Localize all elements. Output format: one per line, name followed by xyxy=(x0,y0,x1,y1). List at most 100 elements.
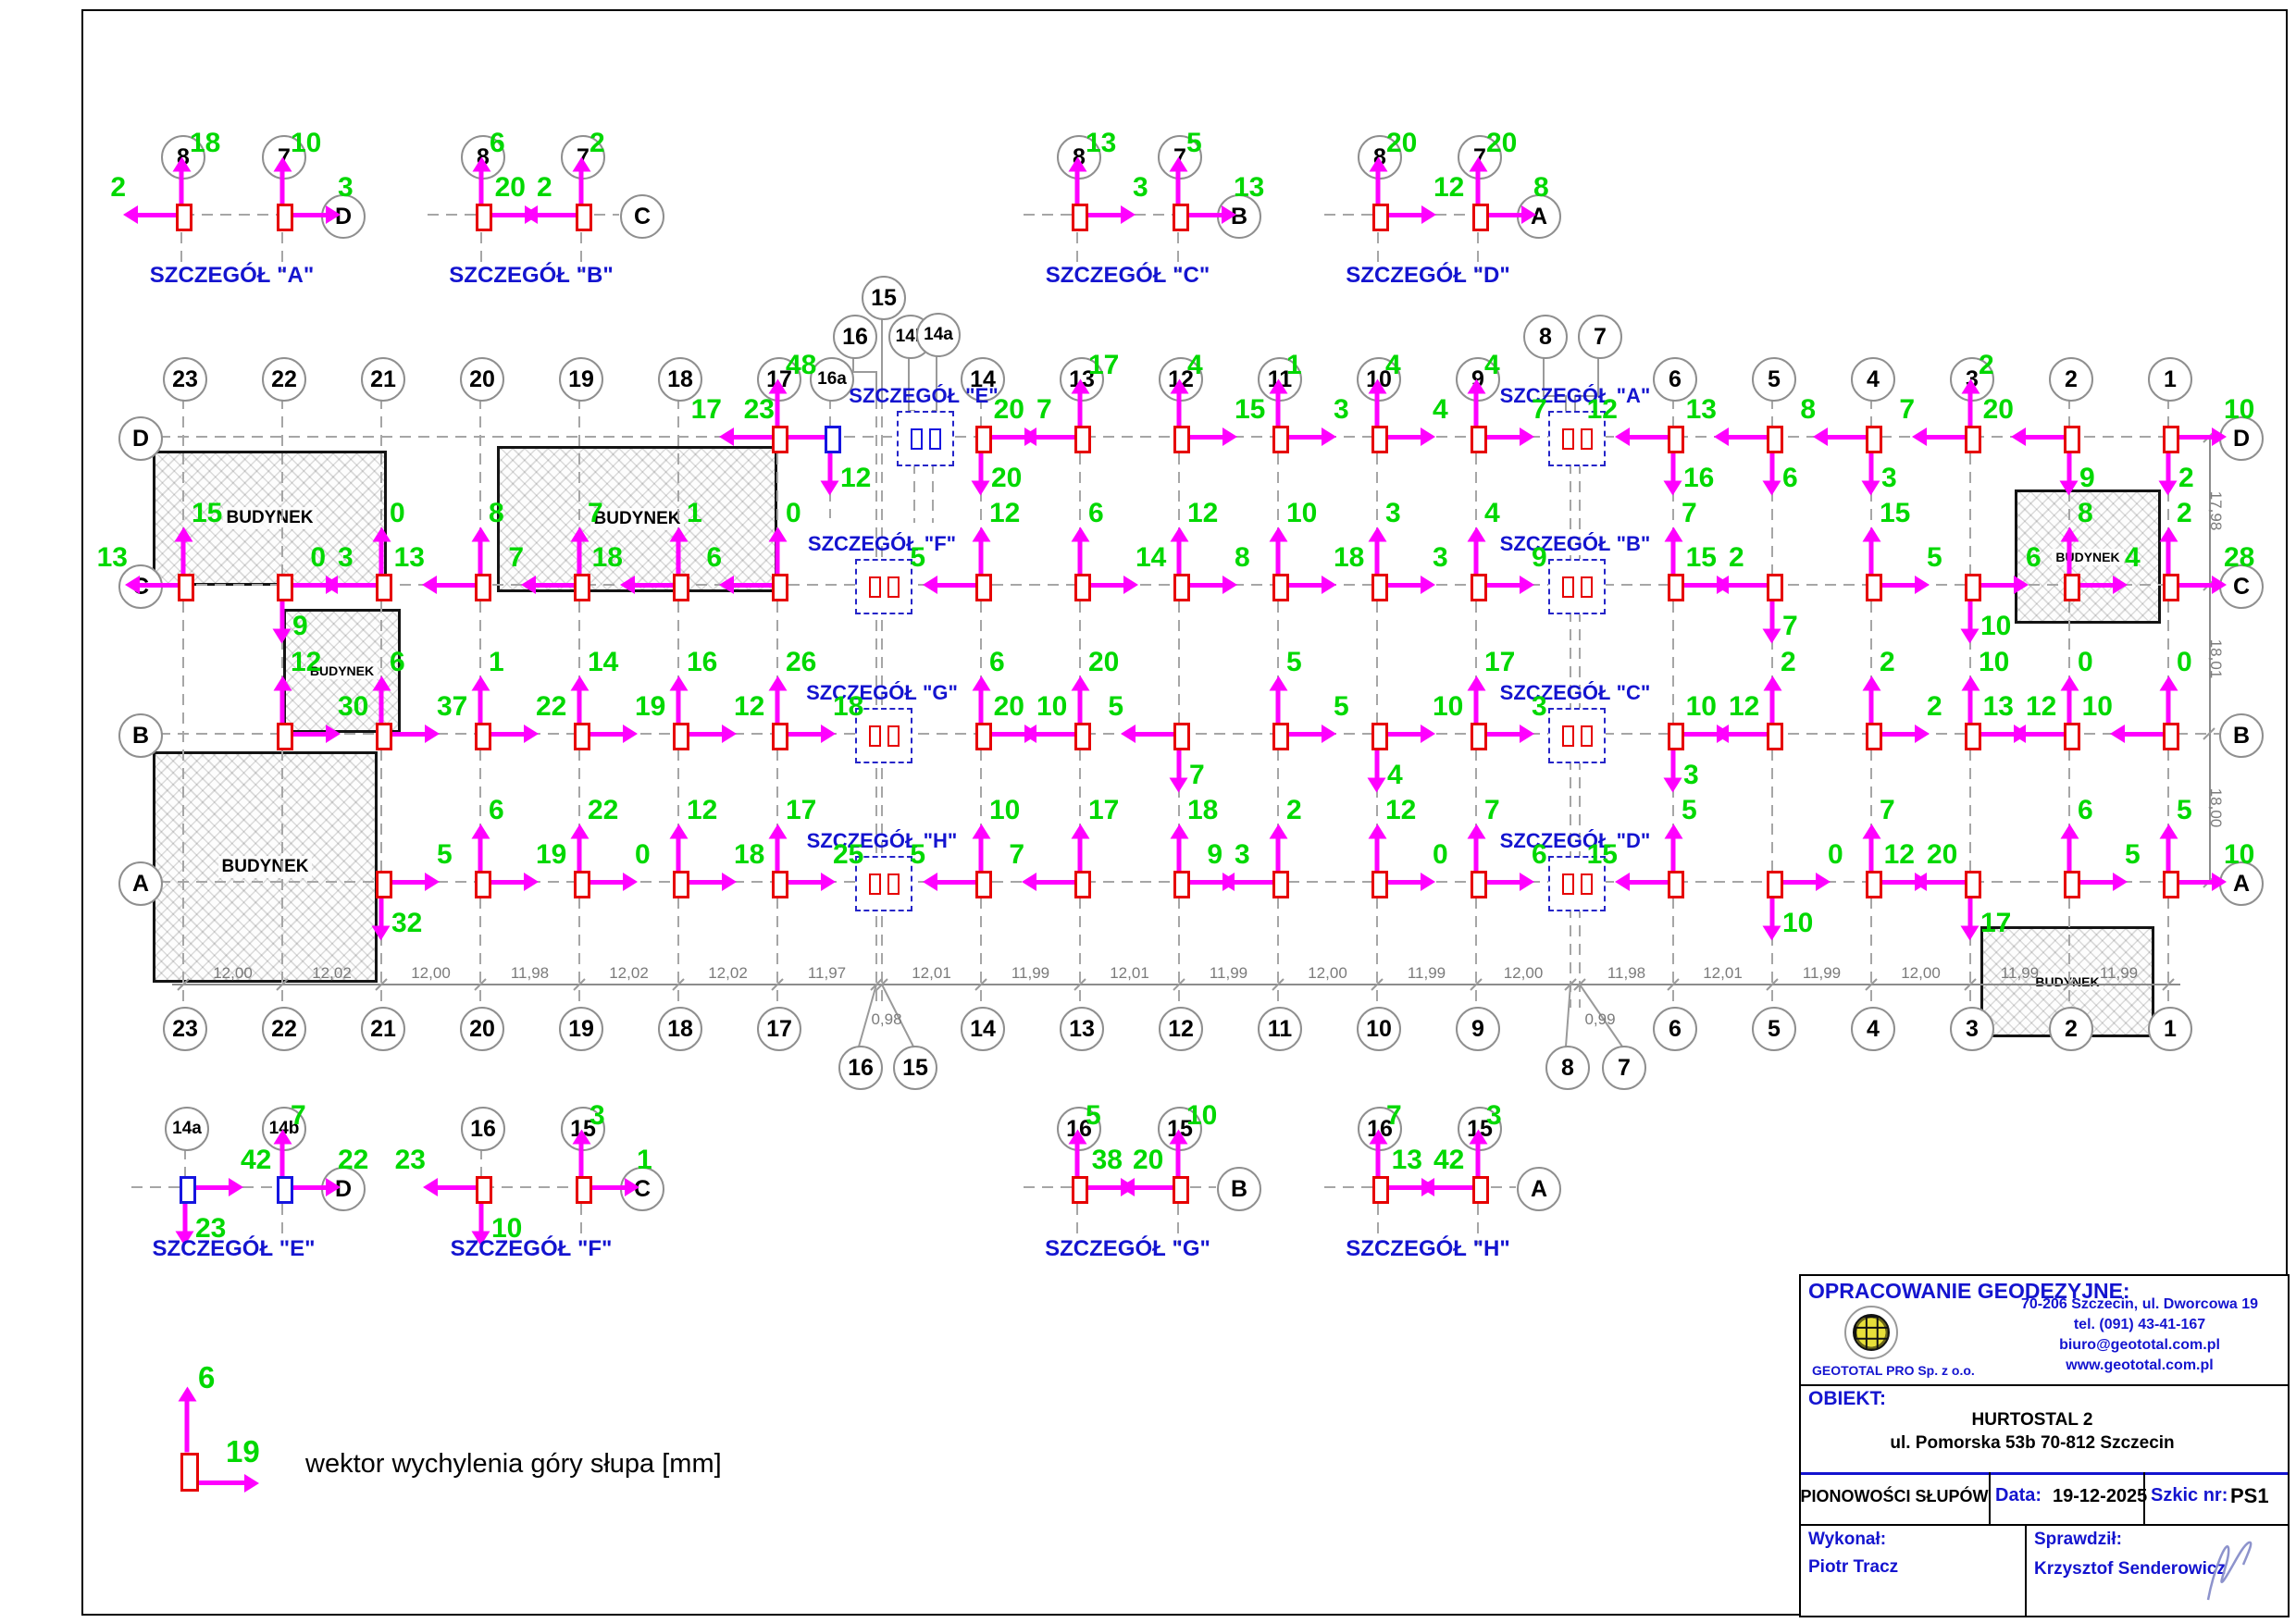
vector-value: 18 xyxy=(591,542,623,573)
vector-value: 16 xyxy=(1683,463,1715,493)
vector-value: 18 xyxy=(190,128,221,158)
column-symbol xyxy=(1371,574,1388,601)
vector-value: 20 xyxy=(993,691,1024,722)
building-outline: BUDYNEK xyxy=(153,751,378,983)
row-bubble-right: C xyxy=(2219,564,2264,609)
vector-value: 13 xyxy=(1086,128,1117,158)
vector-value: 20 xyxy=(1927,839,1958,870)
column-symbol xyxy=(277,204,293,231)
column-symbol xyxy=(673,871,689,898)
vector-arrow xyxy=(1476,576,1534,594)
detail-box-frame xyxy=(855,708,912,763)
vector-arrow xyxy=(282,725,341,743)
dimension-value: 12,01 xyxy=(912,964,951,982)
column-symbol-small xyxy=(1580,427,1593,450)
vector-arrow xyxy=(634,582,678,588)
column-symbol-small xyxy=(887,576,900,598)
vector-value: 6 xyxy=(390,647,405,677)
vector-value: 10 xyxy=(491,1213,523,1244)
column-symbol xyxy=(1965,574,1981,601)
dimension-value: 12,02 xyxy=(708,964,748,982)
vector-arrow xyxy=(185,1178,243,1196)
legend-column-symbol xyxy=(180,1453,199,1492)
vector-value: 17 xyxy=(1980,908,2012,938)
vector-value: 13 xyxy=(96,542,128,573)
vector-value: 6 xyxy=(1532,839,1547,870)
vector-value: 8 xyxy=(2078,498,2093,528)
vector-value: 4 xyxy=(1433,394,1448,425)
vector-arrow xyxy=(2025,434,2069,440)
detail-title: SZCZEGÓŁ "G" xyxy=(1045,1236,1210,1261)
vector-arrow xyxy=(436,582,480,588)
axis-bubble-top: 22 xyxy=(262,357,306,402)
vector-arrow xyxy=(535,582,579,588)
company-logo-icon xyxy=(1844,1306,1898,1359)
vector-value: 22 xyxy=(338,1145,369,1175)
column-symbol xyxy=(180,1176,196,1204)
vector-value: 1 xyxy=(637,1145,652,1175)
vector-value: 1 xyxy=(687,498,702,528)
column-symbol xyxy=(1272,871,1289,898)
vector-value: 42 xyxy=(241,1145,272,1175)
row-bubble-right: D xyxy=(2219,416,2264,461)
vector-arrow xyxy=(579,873,638,891)
vector-value: 23 xyxy=(394,1145,426,1175)
column-symbol xyxy=(673,574,689,601)
column-symbol xyxy=(1074,871,1091,898)
company-name: GEOTOTAL PRO Sp. z o.o. xyxy=(1812,1363,1975,1378)
column-symbol xyxy=(277,723,293,750)
vector-arrow xyxy=(579,725,638,743)
column-symbol xyxy=(1272,574,1289,601)
axis-bubble-top: 14a xyxy=(916,313,961,357)
grid-line-vertical xyxy=(1376,398,1378,1008)
detail-axis-bubble: 14a xyxy=(165,1107,209,1151)
column-symbol xyxy=(975,574,992,601)
vector-value: 10 xyxy=(1036,691,1068,722)
vector-value: 7 xyxy=(291,1100,306,1131)
dimension-value: 12,01 xyxy=(1110,964,1149,982)
axis-bubble-top: 14 xyxy=(961,357,1005,402)
column-symbol xyxy=(772,426,788,453)
vector-value: 37 xyxy=(437,691,468,722)
axis-bubble-bottom: 22 xyxy=(262,1007,306,1051)
column-symbol xyxy=(1471,871,1487,898)
detail-row-bubble: A xyxy=(1517,1167,1561,1211)
object-label: OBIEKT: xyxy=(1808,1388,1886,1409)
axis-bubble-top: 16 xyxy=(833,315,877,359)
column-symbol xyxy=(1372,204,1389,231)
vector-value: 3 xyxy=(338,172,354,203)
vector-arrow xyxy=(480,725,539,743)
vector-arrow xyxy=(1728,582,1772,588)
column-symbol xyxy=(1173,871,1190,898)
vector-value: 3 xyxy=(1683,760,1699,790)
vector-value: 7 xyxy=(1386,1100,1402,1131)
vector-value: 20 xyxy=(993,394,1024,425)
vector-value: 12 xyxy=(1729,691,1760,722)
column-symbol xyxy=(1371,723,1388,750)
column-symbol xyxy=(574,871,590,898)
vector-arrow xyxy=(733,434,777,440)
company-email: biuro@geototal.com.pl xyxy=(2059,1337,2220,1353)
axis-bubble-bottom: 23 xyxy=(163,1007,207,1051)
vector-value: 5 xyxy=(1108,691,1123,722)
legend-up-arrow-icon xyxy=(184,1400,190,1453)
axis-bubble-top: 19 xyxy=(559,357,603,402)
vector-value: 15 xyxy=(1685,542,1717,573)
axis-bubble-top: 15 xyxy=(862,276,906,320)
vector-value: 48 xyxy=(786,350,817,380)
vector-value: 5 xyxy=(1682,795,1697,825)
vector-value: 19 xyxy=(635,691,666,722)
column-symbol xyxy=(1371,426,1388,453)
vector-value: 16 xyxy=(687,647,718,677)
column-symbol xyxy=(1472,204,1489,231)
vector-value: 3 xyxy=(1235,839,1250,870)
company-phone: tel. (091) 43-41-167 xyxy=(2073,1317,2206,1332)
vector-value: 12 xyxy=(989,498,1021,528)
vector-arrow xyxy=(2168,576,2227,594)
vector-value: 4 xyxy=(1187,350,1203,380)
vector-value: 7 xyxy=(1036,394,1052,425)
row-bubble-left: A xyxy=(118,861,163,906)
column-symbol xyxy=(1074,723,1091,750)
column-symbol xyxy=(1173,204,1189,231)
grid-line-vertical xyxy=(881,398,883,1008)
